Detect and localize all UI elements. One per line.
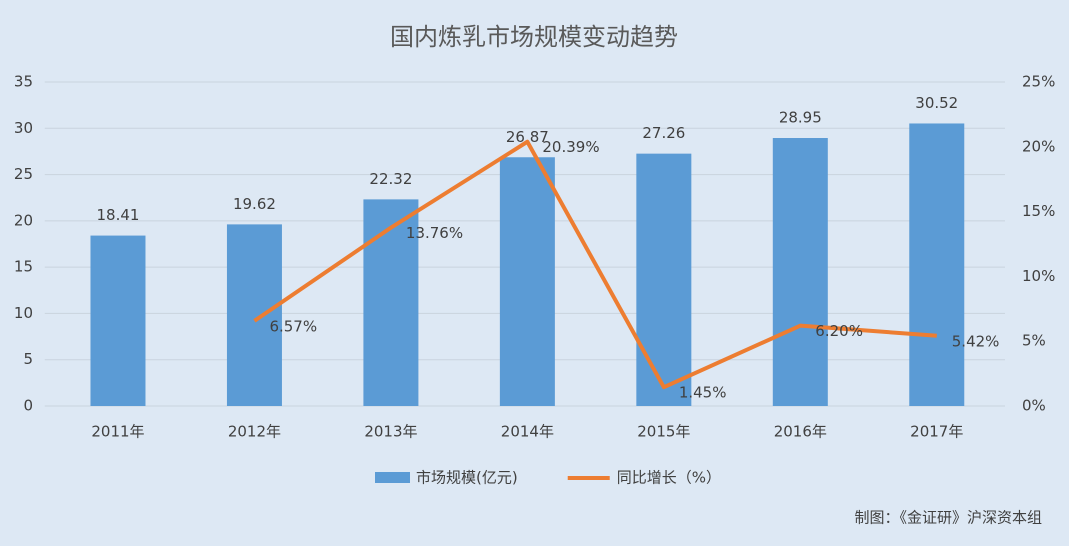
- bar: [909, 123, 965, 407]
- y-tick-label: 35: [14, 73, 33, 91]
- y2-tick-label: 5%: [1022, 332, 1046, 350]
- y-tick-label: 20: [14, 211, 33, 229]
- bar-value-label: 28.95: [779, 109, 822, 127]
- bar-value-label: 22.32: [369, 170, 412, 188]
- source-note: 制图：《金证研》沪深资本组: [854, 509, 1042, 527]
- y2-tick-label: 15%: [1022, 202, 1055, 220]
- y-tick-label: 10: [14, 304, 33, 322]
- line-value-label: 20.39%: [542, 138, 599, 156]
- x-tick-label: 2016年: [774, 423, 827, 441]
- line-value-label: 6.57%: [269, 317, 317, 335]
- y2-tick-label: 0%: [1022, 397, 1046, 415]
- y-tick-label: 5: [23, 350, 33, 368]
- legend-label: 同比增长（%）: [617, 469, 721, 487]
- legend-swatch: [375, 472, 410, 483]
- line-value-label: 13.76%: [406, 224, 463, 242]
- y-tick-label: 0: [23, 397, 33, 415]
- y-tick-label: 30: [14, 119, 33, 137]
- bar: [772, 138, 828, 406]
- x-tick-label: 2013年: [364, 423, 417, 441]
- bar: [226, 224, 282, 406]
- line-value-label: 1.45%: [679, 384, 727, 402]
- x-tick-label: 2015年: [637, 423, 690, 441]
- bar-value-label: 26.87: [506, 128, 549, 146]
- bar: [90, 235, 146, 406]
- chart-title: 国内炼乳市场规模变动趋势: [390, 23, 678, 51]
- x-tick-label: 2011年: [91, 423, 144, 441]
- legend-label: 市场规模(亿元): [416, 469, 518, 487]
- bar-value-label: 19.62: [233, 195, 276, 213]
- bar: [363, 199, 419, 406]
- bar-value-label: 27.26: [642, 124, 685, 142]
- line: [253, 139, 937, 390]
- line-value-label: 6.20%: [815, 322, 863, 340]
- x-tick-label: 2017年: [910, 423, 963, 441]
- x-tick-label: 2014年: [501, 423, 554, 441]
- line-value-label: 5.42%: [952, 332, 1000, 350]
- x-tick-label: 2012年: [228, 423, 281, 441]
- y2-tick-label: 25%: [1022, 73, 1055, 91]
- y-tick-label: 15: [14, 258, 33, 276]
- bar: [636, 153, 692, 406]
- bar-value-label: 30.52: [915, 94, 958, 112]
- y-tick-label: 25: [14, 165, 33, 183]
- bar: [499, 157, 555, 406]
- y2-tick-label: 20%: [1022, 137, 1055, 155]
- bar-value-label: 18.41: [97, 206, 140, 224]
- y2-tick-label: 10%: [1022, 267, 1055, 285]
